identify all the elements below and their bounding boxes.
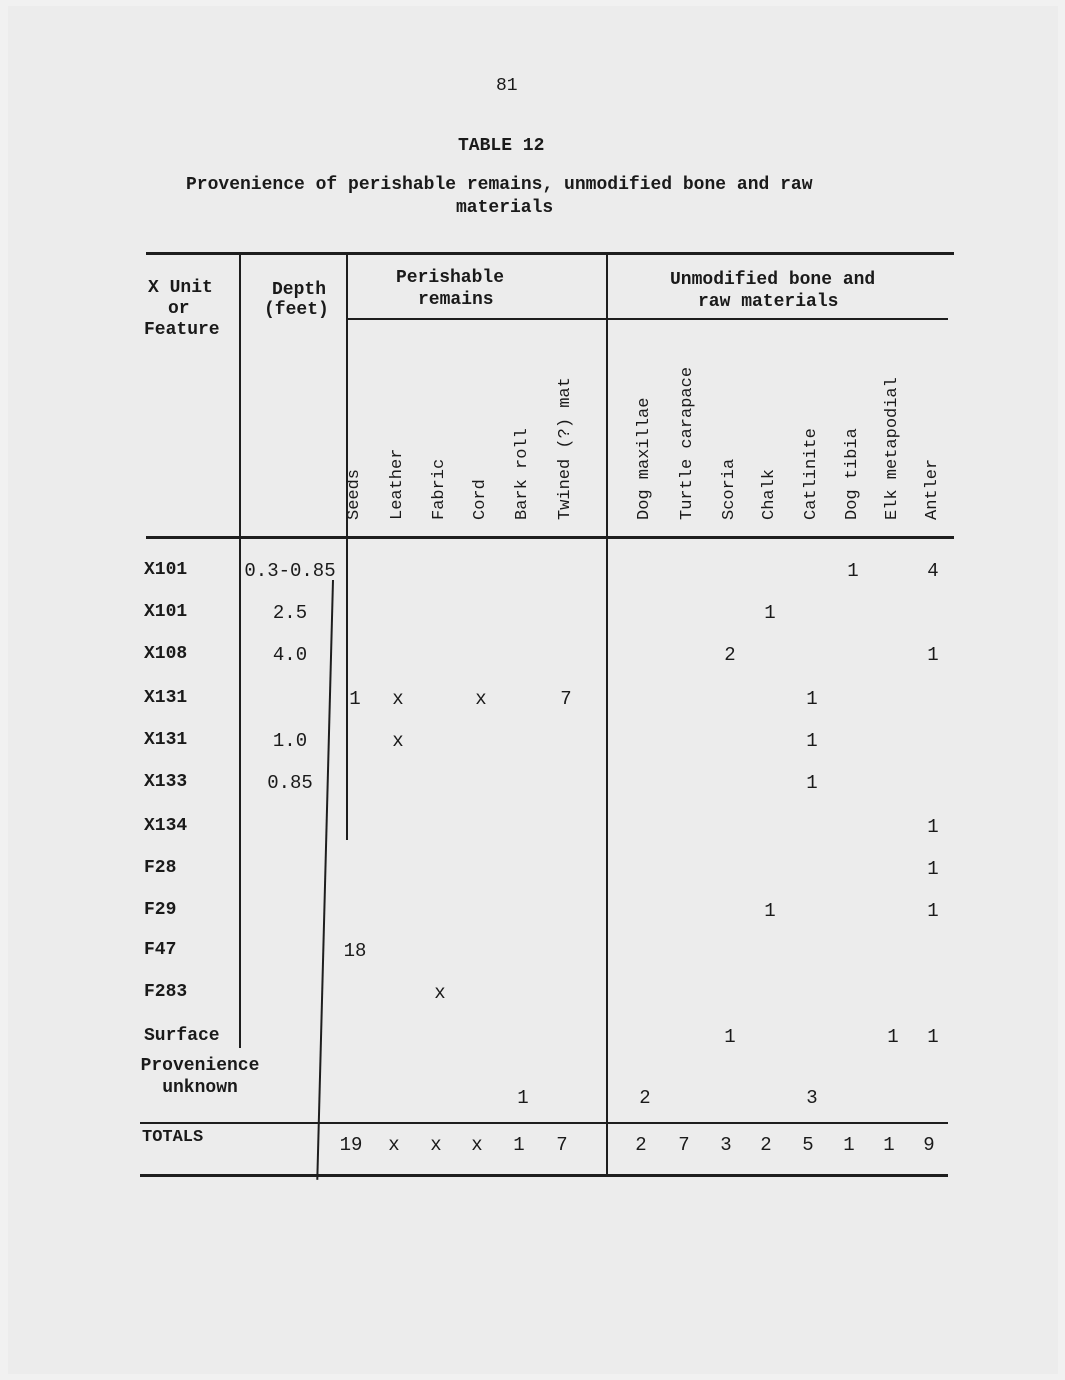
row-unit: F28 xyxy=(144,858,177,878)
totals-label: TOTALS xyxy=(142,1128,204,1147)
unmodified-header-1: Unmodified bone and xyxy=(670,270,876,290)
column-header: Chalk xyxy=(760,468,779,520)
unit-header-1: X Unit xyxy=(148,278,213,298)
table-cell: 1 xyxy=(724,1026,736,1048)
table-cell: 2 xyxy=(639,1087,651,1109)
row-depth: 2.5 xyxy=(272,602,308,624)
unit-rule-header xyxy=(239,252,241,538)
row-unit: X108 xyxy=(144,644,188,664)
table-cell: 1 xyxy=(887,1026,899,1048)
column-header: Catlinite xyxy=(802,428,821,520)
group-divider-rule xyxy=(606,252,608,1174)
totals-cell: 2 xyxy=(635,1134,647,1156)
row-unit: F283 xyxy=(144,982,188,1002)
table-cell: 1 xyxy=(927,900,939,922)
table-cell: x xyxy=(434,982,446,1004)
totals-cell: 7 xyxy=(556,1134,568,1156)
row-unit: F47 xyxy=(144,940,177,960)
table-cell: 18 xyxy=(343,940,367,962)
perishable-header-2: remains xyxy=(418,290,494,310)
row-unit: X133 xyxy=(144,772,188,792)
row-unit: Surface xyxy=(144,1026,220,1046)
totals-cell: 7 xyxy=(678,1134,690,1156)
unmodified-header-2: raw materials xyxy=(698,292,839,312)
table-cell: x xyxy=(392,688,404,710)
table-cell: 1 xyxy=(806,772,818,794)
row-unit: X101 xyxy=(144,560,188,580)
column-header: Elk metapodial xyxy=(883,377,902,520)
totals-cell: 2 xyxy=(760,1134,772,1156)
perishable-header-1: Perishable xyxy=(396,268,505,288)
column-header: Cord xyxy=(471,479,490,520)
table-cell: x xyxy=(475,688,487,710)
row-unit: F29 xyxy=(144,900,177,920)
row-unit: X101 xyxy=(144,602,188,622)
table-cell: 1 xyxy=(349,688,361,710)
table-cell: 1 xyxy=(927,858,939,880)
totals-cell: x xyxy=(430,1134,442,1156)
column-header: Twined (?) mat xyxy=(556,377,575,520)
table-cell: 1 xyxy=(764,602,776,624)
unit-header-2: or xyxy=(168,299,190,319)
table-cell: 1 xyxy=(927,816,939,838)
table-cell: 7 xyxy=(560,688,572,710)
column-header: Scoria xyxy=(720,458,739,520)
column-header: Dog tibia xyxy=(843,428,862,520)
totals-cell: 3 xyxy=(720,1134,732,1156)
column-header: Bark roll xyxy=(513,428,532,520)
row-depth: 0.3-0.85 xyxy=(244,560,336,582)
column-header: Fabric xyxy=(430,458,449,520)
table-cell: 4 xyxy=(927,560,939,582)
totals-cell: 19 xyxy=(339,1134,363,1156)
page-number: 81 xyxy=(496,76,518,96)
table-cell: x xyxy=(392,730,404,752)
totals-cell: 1 xyxy=(513,1134,525,1156)
row-unit: X131 xyxy=(144,730,188,750)
row-depth: 1.0 xyxy=(272,730,308,752)
unit-rule xyxy=(239,538,241,1048)
column-header: Leather xyxy=(388,448,407,520)
depth-header-2: (feet) xyxy=(264,300,329,320)
caption-line-2: materials xyxy=(456,198,554,218)
table-cell: 1 xyxy=(806,730,818,752)
table-cell: 1 xyxy=(517,1087,529,1109)
totals-cell: 1 xyxy=(843,1134,855,1156)
totals-rule xyxy=(140,1122,948,1124)
header-rule xyxy=(146,536,954,539)
depth-rule-header xyxy=(346,252,348,840)
table-cell: 1 xyxy=(764,900,776,922)
table-cell: 3 xyxy=(806,1087,818,1109)
table-cell: 2 xyxy=(724,644,736,666)
top-rule xyxy=(146,252,954,255)
unit-header-3: Feature xyxy=(144,320,220,340)
depth-header-1: Depth xyxy=(272,280,327,300)
bottom-rule xyxy=(140,1174,948,1177)
table-cell: 1 xyxy=(927,644,939,666)
table-number: TABLE 12 xyxy=(458,136,545,156)
row-depth: 0.85 xyxy=(267,772,313,794)
row-unit: X131 xyxy=(144,688,188,708)
totals-cell: 1 xyxy=(883,1134,895,1156)
row-unit: X134 xyxy=(144,816,188,836)
totals-cell: x xyxy=(471,1134,483,1156)
column-header: Turtle carapace xyxy=(678,366,697,520)
totals-cell: 9 xyxy=(923,1134,935,1156)
row-unit: Provenience unknown xyxy=(140,1056,260,1098)
group-rule xyxy=(348,318,948,320)
totals-cell: 5 xyxy=(802,1134,814,1156)
table-cell: 1 xyxy=(847,560,859,582)
table-cell: 1 xyxy=(927,1026,939,1048)
row-depth: 4.0 xyxy=(272,644,308,666)
column-header: Antler xyxy=(923,458,942,520)
column-header: Dog maxillae xyxy=(635,397,654,520)
paper-sheet xyxy=(8,6,1058,1374)
caption-line-1: Provenience of perishable remains, unmod… xyxy=(186,175,813,195)
table-cell: 1 xyxy=(806,688,818,710)
totals-cell: x xyxy=(388,1134,400,1156)
column-header: Seeds xyxy=(345,468,364,520)
